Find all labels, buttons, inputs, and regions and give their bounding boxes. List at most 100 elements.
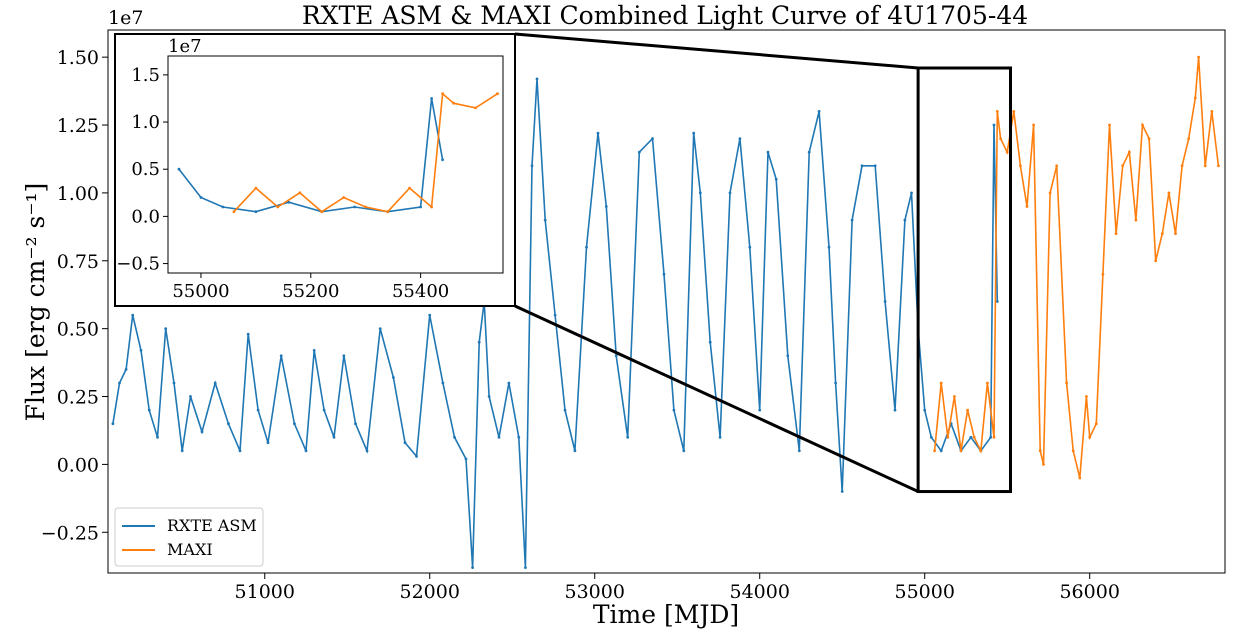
inset-rxte-asm-point: [221, 205, 225, 209]
rxte-asm-point: [332, 435, 336, 439]
rxte-asm-point: [708, 340, 712, 344]
rxte-asm-point: [172, 381, 176, 385]
rxte-asm-point: [487, 395, 491, 398]
inset-maxi-point: [496, 92, 499, 96]
rxte-asm-point: [651, 137, 654, 141]
maxi-point: [1217, 164, 1220, 168]
rxte-asm-point: [164, 327, 168, 330]
inset-y-offset-text: 1e7: [168, 36, 202, 57]
rxte-asm-point: [246, 332, 250, 336]
inset-maxi-point: [298, 191, 302, 195]
rxte-asm-point: [637, 150, 641, 154]
rxte-asm-point: [850, 218, 854, 222]
rxte-asm-point: [827, 245, 831, 249]
rxte-asm-point: [614, 354, 618, 358]
chart-title: RXTE ASM & MAXI Combined Light Curve of …: [302, 1, 1028, 30]
inset-rxte-asm-point: [254, 210, 258, 214]
maxi-point: [1154, 259, 1158, 263]
maxi-point: [1101, 272, 1105, 276]
maxi-point: [1210, 110, 1214, 113]
rxte-asm-point: [256, 408, 260, 412]
inset-maxi-point: [276, 205, 280, 209]
rxte-asm-point: [563, 408, 567, 412]
rxte-asm-point: [403, 441, 407, 445]
inset-y-tick-label: 0.0: [131, 206, 160, 227]
inset-maxi-point: [474, 106, 477, 110]
rxte-asm-point: [322, 408, 326, 412]
rxte-asm-point: [786, 354, 790, 358]
inset-y-tick-label: 0.5: [131, 159, 160, 180]
inset-rxte-asm-point: [287, 200, 291, 204]
rxte-asm-point: [840, 490, 844, 493]
rxte-asm-point: [774, 177, 778, 181]
maxi-point: [972, 435, 976, 439]
inset-plot-area: [167, 55, 504, 274]
rxte-asm-point: [428, 313, 432, 317]
rxte-asm-point: [378, 327, 382, 330]
rxte-asm-point: [464, 457, 468, 461]
maxi-point: [1078, 476, 1082, 480]
inset-x-tick-label: 55400: [392, 281, 449, 302]
rxte-asm-point: [543, 218, 547, 222]
rxte-asm-point: [718, 435, 722, 439]
rxte-asm-point: [293, 422, 296, 426]
rxte-asm-point: [738, 137, 742, 141]
inset-rxte-asm-point: [199, 196, 203, 199]
y-tick-label: −0.25: [41, 522, 99, 544]
rxte-asm-point: [441, 381, 445, 385]
rxte-asm-point: [279, 354, 283, 358]
rxte-asm-point: [573, 449, 577, 453]
y-axis-label: Flux [erg cm⁻² s⁻¹]: [21, 183, 50, 422]
maxi-point: [1127, 150, 1131, 154]
maxi-point: [959, 449, 963, 453]
y-tick-label: 0.50: [57, 319, 99, 341]
maxi-point: [995, 110, 999, 113]
rxte-asm-point: [893, 408, 897, 412]
rxte-asm-point: [189, 395, 192, 398]
inset-maxi-point: [441, 92, 444, 96]
inset-x-tick-label: 55000: [172, 281, 229, 302]
rxte-asm-point: [860, 164, 864, 168]
inset-x-tick-label: 55200: [282, 281, 339, 302]
x-axis-label: Time [MJD]: [593, 600, 739, 629]
rxte-asm-point: [312, 349, 316, 352]
maxi-point: [1141, 123, 1144, 127]
rxte-asm-point: [585, 245, 588, 249]
rxte-asm-point: [873, 164, 877, 168]
inset-maxi-line: [233, 92, 498, 213]
maxi-point: [1114, 232, 1118, 236]
maxi-point: [992, 435, 996, 439]
maxi-point: [1055, 164, 1059, 168]
rxte-asm-point: [213, 381, 217, 385]
maxi-point: [1174, 232, 1177, 236]
maxi-point: [1167, 191, 1171, 195]
zoom-connector-top: [514, 32, 919, 70]
rxte-asm-point: [698, 191, 702, 195]
inset-maxi-point: [430, 205, 433, 209]
rxte-asm-point: [758, 408, 762, 412]
maxi-point: [1187, 137, 1191, 141]
inset-y-tick-label: −0.5: [116, 254, 160, 275]
rxte-asm-point: [692, 131, 696, 135]
inset-maxi-point: [364, 205, 368, 209]
inset-series-group: [177, 92, 499, 214]
maxi-point: [1065, 381, 1068, 385]
maxi-point: [1019, 164, 1022, 168]
maxi-point: [1094, 422, 1098, 426]
rxte-asm-point: [524, 566, 527, 569]
rxte-asm-point: [139, 349, 143, 352]
rxte-asm-point: [604, 205, 608, 208]
y-tick-label: 0.00: [57, 454, 99, 476]
rxte-asm-point: [392, 376, 395, 379]
zoom-connector-bottom: [514, 304, 919, 493]
rxte-asm-point: [834, 381, 837, 385]
rxte-asm-point: [180, 449, 184, 453]
maxi-point: [966, 408, 969, 412]
inset-maxi-point: [452, 101, 455, 105]
inset-maxi-point: [342, 196, 346, 199]
rxte-asm-point: [497, 435, 501, 439]
maxi-point: [1048, 191, 1052, 195]
rxte-asm-point: [147, 408, 151, 412]
rxte-asm-point: [471, 566, 474, 569]
